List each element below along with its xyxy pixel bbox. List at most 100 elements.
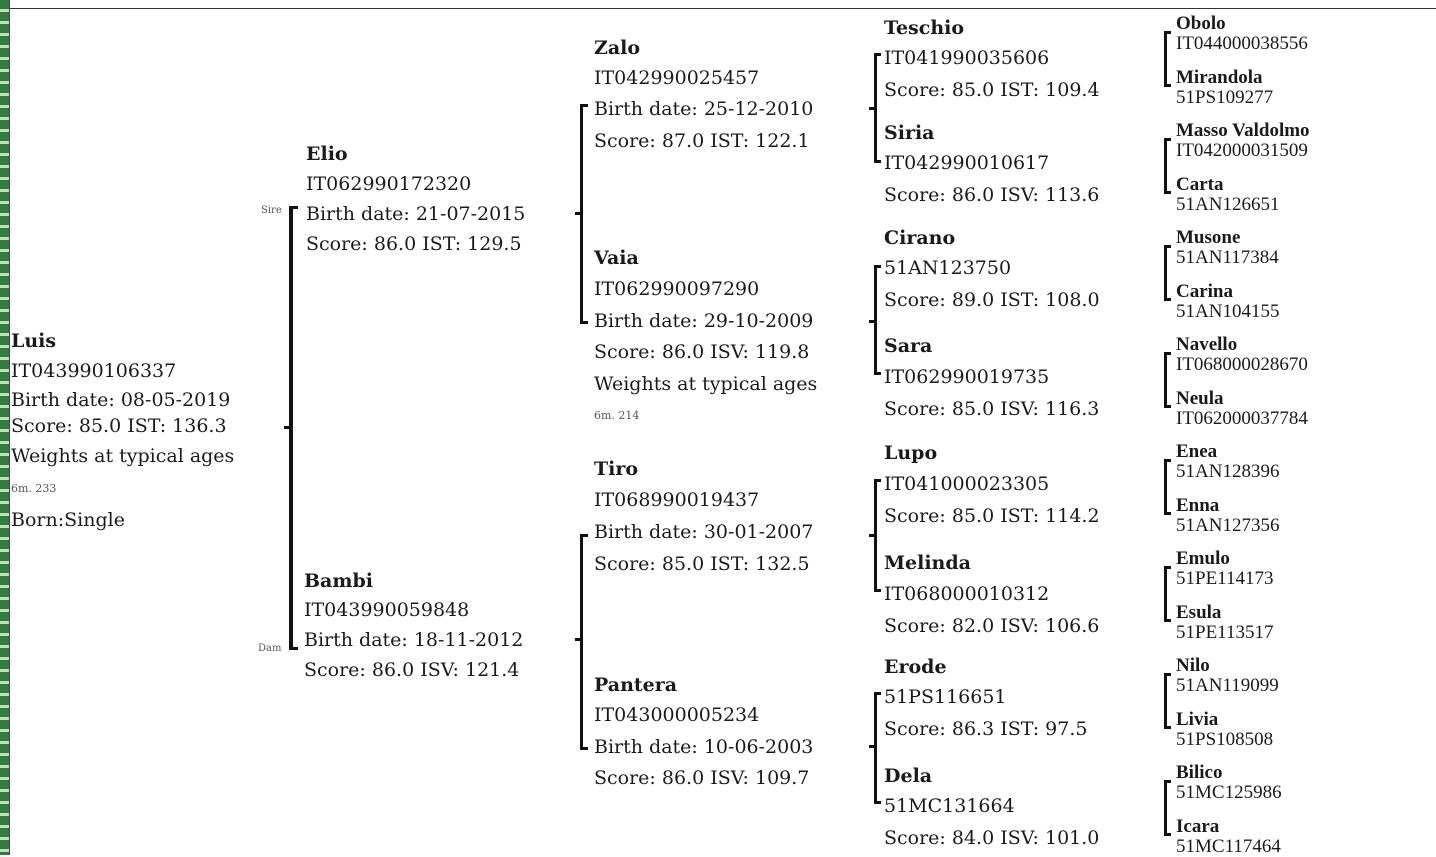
subject-birth: Birth date: 08-05-2019 [11, 389, 231, 411]
gg-name: Teschio [884, 17, 965, 39]
g4-name: Emulo [1176, 548, 1230, 569]
gg-name: Sara [884, 335, 933, 357]
g4-bracket-top [1164, 459, 1171, 462]
gg-id: IT062990019735 [884, 366, 1050, 388]
g4-id: 51AN128396 [1176, 461, 1280, 482]
dam-tag: Dam [258, 643, 282, 654]
grandparent-id: IT042990025457 [594, 67, 760, 89]
dam-parents-bracket-mid [575, 638, 581, 641]
g4-id: 51PE113517 [1176, 622, 1274, 643]
gg-bracket-2 [874, 265, 877, 375]
g4-name: Obolo [1176, 13, 1226, 34]
g4-bracket-bottom [1164, 405, 1171, 408]
dam-parents-bracket-bottom [580, 747, 588, 750]
g4-bracket [1164, 31, 1167, 87]
dam-parents-bracket [580, 534, 583, 750]
g4-name: Enea [1176, 441, 1218, 462]
sire-score: Score: 86.0 IST: 129.5 [306, 233, 522, 255]
grandparent-weights-label: Weights at typical ages [594, 373, 818, 395]
g4-id: IT068000028670 [1176, 354, 1308, 375]
gg-id: IT042990010617 [884, 152, 1050, 174]
g4-id: IT044000038556 [1176, 33, 1308, 54]
subject-born: Born:Single [11, 509, 125, 531]
gg-bracket-1-bottom [874, 160, 881, 163]
dam-parents-bracket-top [580, 534, 588, 537]
g4-id: 51AN127356 [1176, 515, 1280, 536]
gg-score: Score: 89.0 IST: 108.0 [884, 289, 1100, 311]
gg-score: Score: 84.0 ISV: 101.0 [884, 827, 1100, 849]
sire-parents-bracket-bottom [580, 321, 588, 324]
sire-parents-bracket-top [580, 104, 588, 107]
g4-bracket-top [1164, 352, 1171, 355]
gg-bracket-2-mid [869, 320, 875, 323]
gg-name: Lupo [884, 442, 938, 464]
g4-id: 51AN117384 [1176, 247, 1279, 268]
g4-id: 51AN119099 [1176, 675, 1279, 696]
g4-name: Nilo [1176, 655, 1210, 676]
g4-bracket-bottom [1164, 619, 1171, 622]
gg-score: Score: 85.0 ISV: 116.3 [884, 398, 1100, 420]
g4-bracket-bottom [1164, 298, 1171, 301]
gg-id: 51MC131664 [884, 795, 1015, 817]
grandparent-id: IT068990019437 [594, 489, 760, 511]
g4-bracket [1164, 245, 1167, 301]
grandparent-birth: Birth date: 30-01-2007 [594, 521, 814, 543]
gg-bracket-4-top [874, 692, 881, 695]
gg-bracket-3-top [874, 479, 881, 482]
g4-name: Musone [1176, 227, 1241, 248]
g4-id: 51AN126651 [1176, 194, 1280, 215]
sire-name: Elio [306, 143, 348, 165]
g4-name: Navello [1176, 334, 1238, 355]
gg-name: Erode [884, 656, 947, 678]
g4-name: Esula [1176, 602, 1222, 623]
gg-score: Score: 85.0 IST: 114.2 [884, 505, 1100, 527]
sire-birth: Birth date: 21-07-2015 [306, 203, 526, 225]
grandparent-score: Score: 87.0 IST: 122.1 [594, 130, 810, 152]
subject-id: IT043990106337 [11, 360, 177, 382]
g4-bracket [1164, 352, 1167, 408]
grandparent-id: IT043000005234 [594, 704, 760, 726]
gg-score: Score: 86.3 IST: 97.5 [884, 718, 1088, 740]
gg-bracket-3-mid [869, 534, 875, 537]
gg-bracket-4 [874, 692, 877, 804]
gg-bracket-3 [874, 479, 877, 592]
g4-bracket [1164, 780, 1167, 836]
gg-id: IT041000023305 [884, 473, 1050, 495]
subject-name: Luis [11, 330, 57, 352]
grandparent-name: Zalo [594, 37, 641, 59]
grandparent-name: Pantera [594, 674, 678, 696]
g4-name: Livia [1176, 709, 1219, 730]
g4-bracket [1164, 138, 1167, 194]
g4-bracket-top [1164, 673, 1171, 676]
g4-name: Carta [1176, 174, 1224, 195]
g4-id: IT042000031509 [1176, 140, 1308, 161]
subject-weights-label: Weights at typical ages [11, 445, 235, 467]
g4-name: Masso Valdolmo [1176, 120, 1310, 141]
g4-id: 51MC117464 [1176, 836, 1281, 857]
gg-name: Melinda [884, 552, 971, 574]
g4-bracket-top [1164, 780, 1171, 783]
g4-name: Bilico [1176, 762, 1223, 783]
dam-id: IT043990059848 [304, 599, 470, 621]
g4-bracket [1164, 459, 1167, 515]
g4-id: 51AN104155 [1176, 301, 1280, 322]
dam-score: Score: 86.0 ISV: 121.4 [304, 659, 520, 681]
grandparent-id: IT062990097290 [594, 278, 760, 300]
gg-bracket-1 [874, 53, 877, 163]
gg-bracket-4-bottom [874, 801, 881, 804]
subject-score: Score: 85.0 IST: 136.3 [11, 415, 227, 437]
g4-id: 51PE114173 [1176, 568, 1274, 589]
dam-name: Bambi [304, 570, 373, 592]
gg-bracket-2-bottom [874, 372, 881, 375]
parents-bracket-bottom-tick [289, 647, 298, 650]
g4-bracket-top [1164, 245, 1171, 248]
grandparent-score: Score: 86.0 ISV: 119.8 [594, 341, 810, 363]
left-border-rule [9, 0, 10, 855]
sire-tag: Sire [261, 205, 282, 216]
g4-bracket-bottom [1164, 833, 1171, 836]
g4-id: IT062000037784 [1176, 408, 1308, 429]
g4-name: Carina [1176, 281, 1233, 302]
g4-bracket [1164, 673, 1167, 729]
g4-bracket-bottom [1164, 191, 1171, 194]
top-border [0, 8, 1436, 9]
